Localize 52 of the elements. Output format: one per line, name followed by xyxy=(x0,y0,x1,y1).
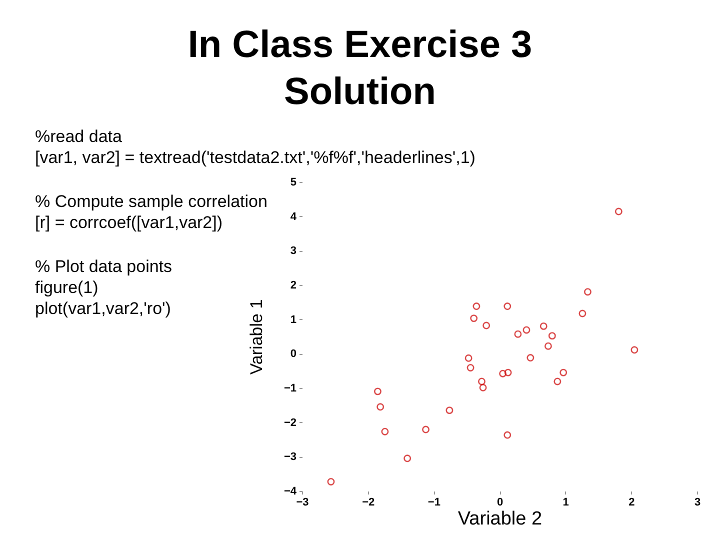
point xyxy=(526,354,534,362)
point xyxy=(404,454,412,462)
y-tick-label: −3 xyxy=(284,451,296,464)
point xyxy=(482,322,490,330)
point xyxy=(374,388,382,396)
y-tick-label: 0 xyxy=(290,348,296,360)
x-tick-label: 3 xyxy=(694,496,701,508)
y-tick-label: −1 xyxy=(284,382,296,394)
text: %read data [var1, var2] = textread('testdata2.txt','%f%f','headerlines',1) xyxy=(35,126,476,168)
point xyxy=(560,368,568,376)
point xyxy=(422,426,430,434)
point xyxy=(548,332,556,340)
point xyxy=(630,346,638,354)
x-tick-label: 1 xyxy=(562,496,569,508)
y-tick-label: 1 xyxy=(290,314,296,326)
point xyxy=(522,326,530,334)
point xyxy=(504,302,512,310)
point xyxy=(544,342,552,350)
point xyxy=(381,428,389,436)
y-tick-label: 4 xyxy=(290,210,298,223)
point xyxy=(504,431,512,439)
point xyxy=(466,364,474,372)
x-tick-label: 0 xyxy=(496,496,504,508)
x-tick-label: −2 xyxy=(362,496,375,508)
x-tick-label: −1 xyxy=(428,496,440,508)
x-tick-label: 2 xyxy=(628,496,635,508)
chart-title: In Class Exercise 3 Solution xyxy=(186,23,534,115)
point xyxy=(472,302,480,310)
point xyxy=(327,478,335,486)
point xyxy=(376,403,384,411)
point xyxy=(499,370,507,378)
x-axis-title: Variable 2 xyxy=(458,508,542,530)
point xyxy=(614,208,622,216)
y-axis-title: Variable 1 xyxy=(246,299,266,375)
point xyxy=(470,314,478,322)
point xyxy=(446,406,454,414)
point xyxy=(578,310,586,318)
point xyxy=(540,322,548,330)
y-tick-label: 3 xyxy=(290,245,296,258)
point xyxy=(464,354,472,362)
point xyxy=(584,288,592,296)
point xyxy=(478,378,486,386)
y-tick-label: −4 xyxy=(284,486,298,498)
point xyxy=(514,330,522,338)
y-tick-label: 2 xyxy=(290,280,296,292)
point xyxy=(504,368,512,376)
point xyxy=(554,378,562,386)
text: % Plot data points figure(1) plot(var1,var2,'ro') xyxy=(35,257,172,318)
point xyxy=(479,384,487,392)
y-tick-label: 5 xyxy=(290,176,296,188)
y-tick-label: −2 xyxy=(284,416,296,429)
text: % Compute sample correlation [r] = corrcoef([var1,var2]) xyxy=(35,192,268,232)
